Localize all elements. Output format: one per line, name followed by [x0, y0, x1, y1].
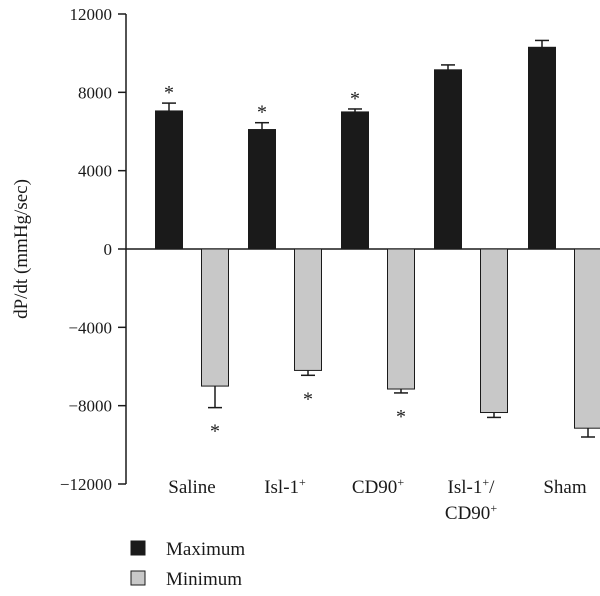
significance-star: *	[396, 406, 406, 428]
legend-label-minimum: Minimum	[166, 569, 242, 590]
bar-maximum	[341, 111, 369, 250]
category-label: Sham	[543, 477, 587, 498]
y-tick-label: 8000	[78, 83, 112, 102]
bar-minimum	[387, 248, 415, 390]
y-tick-label: 0	[104, 240, 113, 259]
bar-minimum	[201, 248, 229, 387]
y-axis-title: dP/dt (mmHg/sec)	[11, 179, 32, 319]
category-label: Isl-1+/	[448, 475, 496, 498]
significance-star: *	[164, 82, 174, 104]
axes: 12000 8000 4000 0 −4000 −8000 −12000 dP/dt (mmH…	[11, 5, 600, 494]
category-label: CD90+	[445, 501, 497, 524]
y-tick-label: −12000	[60, 475, 112, 494]
labels: * * * * * * Saline Isl-1+ CD90+ Isl-1+/ CD90+ Sham	[164, 82, 587, 524]
category-label: CD90+	[352, 475, 404, 498]
legend-swatch-maximum	[130, 540, 146, 556]
bar-minimum	[480, 248, 508, 414]
category-label: Isl-1+	[264, 475, 306, 498]
y-tick-label: 12000	[70, 5, 113, 24]
legend-label-maximum: Maximum	[166, 539, 245, 560]
significance-star: *	[350, 88, 360, 110]
significance-star: *	[303, 388, 313, 410]
significance-star: *	[210, 421, 220, 443]
legend-swatch-minimum	[130, 570, 146, 586]
category-label: Saline	[168, 477, 216, 498]
y-tick-label: −8000	[68, 397, 112, 416]
bar-maximum	[434, 69, 462, 250]
y-tick-label: −4000	[68, 318, 112, 337]
bars	[155, 39, 600, 438]
bar-maximum	[248, 129, 276, 250]
legend: Maximum Minimum	[130, 539, 245, 590]
significance-star: *	[257, 102, 267, 124]
bar-maximum	[528, 46, 556, 250]
bar-minimum	[574, 248, 600, 429]
bar-maximum	[155, 110, 183, 250]
y-tick-label: 4000	[78, 162, 112, 181]
bar-minimum	[294, 248, 322, 371]
